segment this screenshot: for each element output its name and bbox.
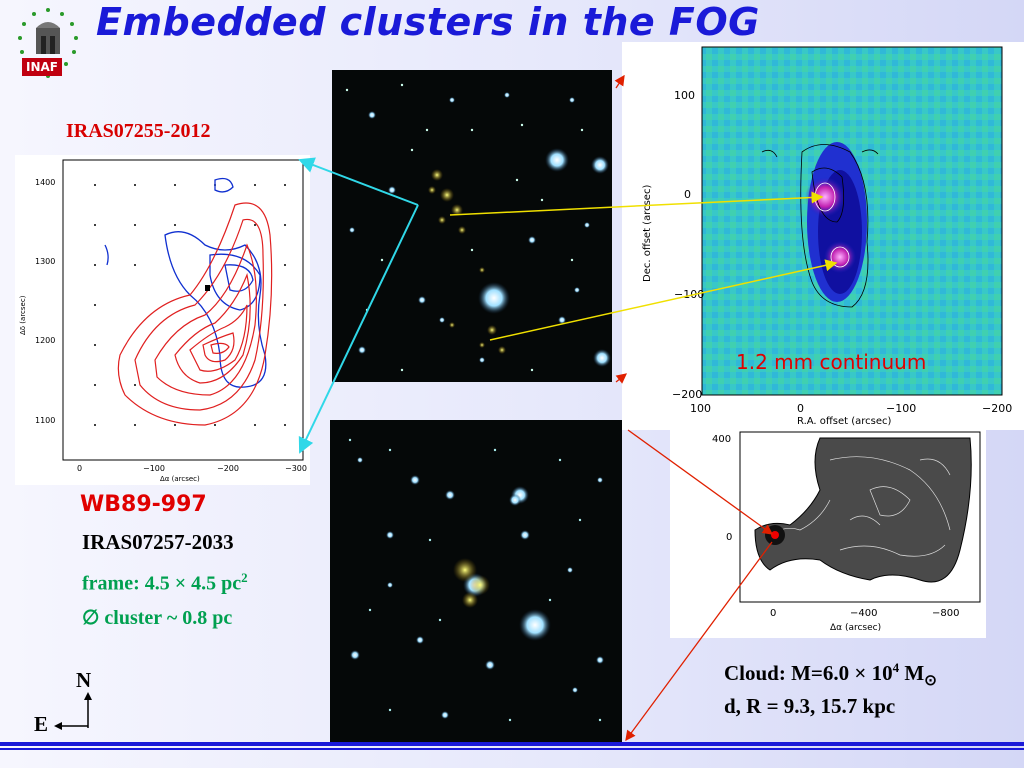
inaf-badge: INAF [22, 58, 62, 76]
compass: N E [30, 668, 110, 738]
y-axis-label: Dec. offset (arcsec) [642, 185, 653, 282]
y-tick-label: 1200 [35, 336, 55, 345]
iras07255-label: IRAS07255-2012 [66, 120, 211, 142]
compass-east: E [34, 712, 49, 736]
x-tick-label: −100 [143, 464, 165, 473]
inaf-text: INAF [26, 60, 58, 74]
frame-text: frame: 4.5 × 4.5 pc [82, 572, 242, 595]
x-tick-label: −300 [285, 464, 307, 473]
frame-size-text: frame: 4.5 × 4.5 pc2 [82, 570, 248, 596]
mm-continuum-map: 100 0 −100 −200 100 0 −100 −200 R.A. off… [642, 46, 1012, 427]
x-tick-label: −100 [886, 402, 916, 415]
nir-image-iras07257 [330, 420, 622, 742]
y-tick-label: 1300 [35, 257, 55, 266]
bottom-rule [0, 742, 1024, 746]
cloud-mass-unit: M [899, 661, 925, 685]
x-tick-label: 100 [690, 402, 711, 415]
x-tick-label: 0 [770, 608, 776, 619]
cloud-mass-prefix: Cloud: M=6.0 × 10 [724, 661, 893, 685]
mm-continuum-label: 1.2 mm continuum [736, 350, 927, 374]
slide-title: Embedded clusters in the FOG [96, 0, 760, 44]
y-tick-label: 400 [712, 434, 731, 445]
yellow-arrows [449, 191, 838, 341]
cloud-mass-text: Cloud: M=6.0 × 104 M⊙ [724, 660, 937, 690]
contour-plot: 1400 1300 1200 1100 0 −100 −200 −300 Δα … [19, 159, 307, 483]
cyan-arrows [298, 157, 419, 454]
inaf-logo: INAF [8, 6, 88, 86]
x-tick-label: −400 [850, 608, 877, 619]
cluster-size-text: ∅ cluster ~ 0.8 pc [82, 607, 233, 629]
contour-plot-panel: 1400 1300 1200 1100 0 −100 −200 −300 Δα … [15, 155, 310, 485]
x-axis-label: R.A. offset (arcsec) [797, 416, 892, 427]
x-tick-label: 0 [77, 464, 82, 473]
y-tick-label: 0 [684, 188, 691, 201]
y-tick-label: 1400 [35, 178, 55, 187]
x-tick-label: −200 [217, 464, 239, 473]
y-tick-label: 100 [674, 89, 695, 102]
x-axis-label: Δα (arcsec) [830, 623, 881, 633]
y-axis-label: Δδ (arcsec) [19, 295, 27, 335]
y-tick-label: 1100 [35, 416, 55, 425]
cloud-distance-text: d, R = 9.3, 15.7 kpc [724, 694, 896, 718]
y-tick-label: 0 [726, 532, 732, 543]
wb89-997-label: WB89-997 [80, 492, 207, 517]
mm-continuum-panel: 100 0 −100 −200 100 0 −100 −200 R.A. off… [622, 42, 1024, 430]
x-tick-label: 0 [797, 402, 804, 415]
y-tick-label: −200 [672, 388, 702, 401]
iras07257-label: IRAS07257-2033 [82, 530, 234, 554]
sun-symbol: ⊙ [924, 673, 937, 690]
compass-north: N [76, 668, 92, 692]
red-arrows [614, 74, 774, 742]
bottom-rule-thin [0, 748, 1024, 750]
x-tick-label: −200 [982, 402, 1012, 415]
cloud-map-panel: 400 0 0 −400 −800 Δα (arcsec) [670, 430, 986, 638]
x-axis-label: Δα (arcsec) [160, 475, 200, 483]
red-contours [117, 202, 273, 426]
cloud-mass-exponent: 4 [892, 660, 900, 675]
x-tick-label: −800 [932, 608, 959, 619]
frame-superscript: 2 [241, 570, 248, 585]
nir-image-iras07255 [332, 70, 612, 382]
